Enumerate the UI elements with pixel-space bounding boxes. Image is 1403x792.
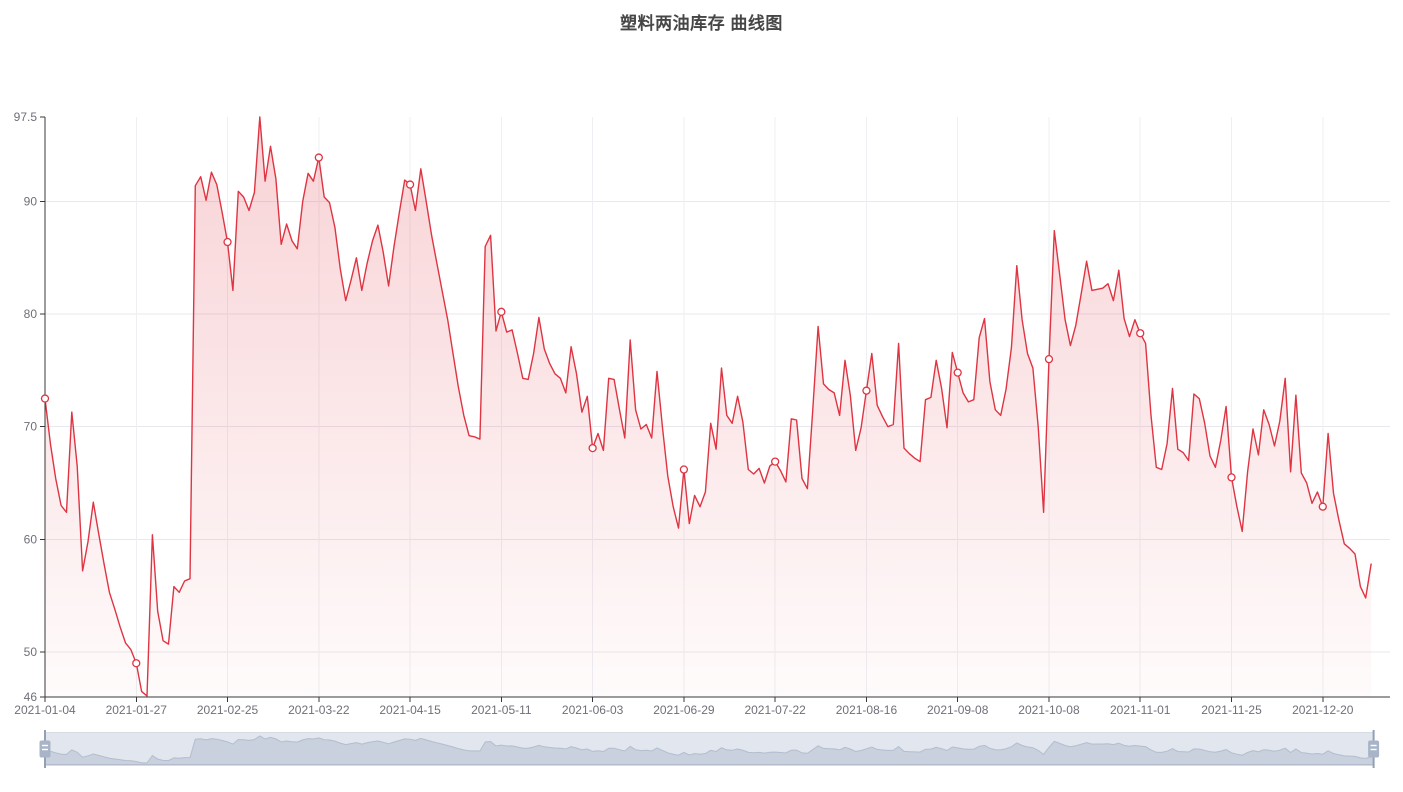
- x-axis-label: 2021-02-25: [197, 703, 259, 717]
- datazoom-selected-range[interactable]: [44, 732, 1375, 766]
- data-point-marker[interactable]: [1136, 329, 1145, 338]
- x-axis-label: 2021-03-22: [288, 703, 350, 717]
- data-point-marker[interactable]: [588, 443, 597, 453]
- x-axis-label: 2021-01-27: [106, 703, 168, 717]
- data-point-marker[interactable]: [132, 659, 141, 668]
- x-axis-label: 2021-12-20: [1292, 703, 1354, 717]
- x-axis-label: 2021-10-08: [1018, 703, 1080, 717]
- x-axis-label: 2021-01-04: [14, 703, 76, 717]
- data-point-marker[interactable]: [405, 180, 415, 189]
- y-axis-label: 60: [24, 532, 38, 546]
- chart-title: 塑料两油库存 曲线图: [620, 14, 783, 33]
- data-point-marker[interactable]: [223, 237, 232, 247]
- x-axis-label: 2021-05-11: [471, 703, 532, 717]
- x-axis-label: 2021-11-25: [1201, 703, 1262, 717]
- y-axis-label: 70: [24, 420, 38, 434]
- data-point-marker[interactable]: [1318, 502, 1327, 511]
- x-axis-label: 2021-11-01: [1110, 703, 1171, 717]
- data-point-marker[interactable]: [862, 386, 871, 395]
- x-axis-label: 2021-06-29: [653, 703, 715, 717]
- data-point-marker[interactable]: [314, 153, 323, 162]
- data-point-marker[interactable]: [497, 307, 506, 316]
- datazoom-data-shadow: [44, 735, 1375, 765]
- y-axis-label: 97.5: [14, 110, 38, 124]
- y-axis-label: 80: [24, 307, 38, 321]
- data-point-marker[interactable]: [953, 368, 962, 377]
- data-point-marker[interactable]: [40, 394, 50, 403]
- x-axis-label: 2021-08-16: [836, 703, 898, 717]
- data-point-marker[interactable]: [1227, 473, 1236, 482]
- y-axis-label: 90: [24, 194, 38, 208]
- data-point-marker[interactable]: [679, 465, 689, 474]
- y-axis-label: 46: [24, 690, 38, 704]
- x-axis-label: 2021-04-15: [379, 703, 441, 717]
- x-axis-label: 2021-06-03: [562, 703, 624, 717]
- data-point-marker[interactable]: [1044, 354, 1054, 364]
- y-axis-label: 50: [24, 645, 38, 659]
- x-axis-label: 2021-07-22: [744, 703, 806, 717]
- x-axis-label: 2021-09-08: [927, 703, 989, 717]
- series-area: [45, 117, 1372, 697]
- series-line: [44, 116, 1372, 697]
- data-point-marker[interactable]: [771, 457, 780, 466]
